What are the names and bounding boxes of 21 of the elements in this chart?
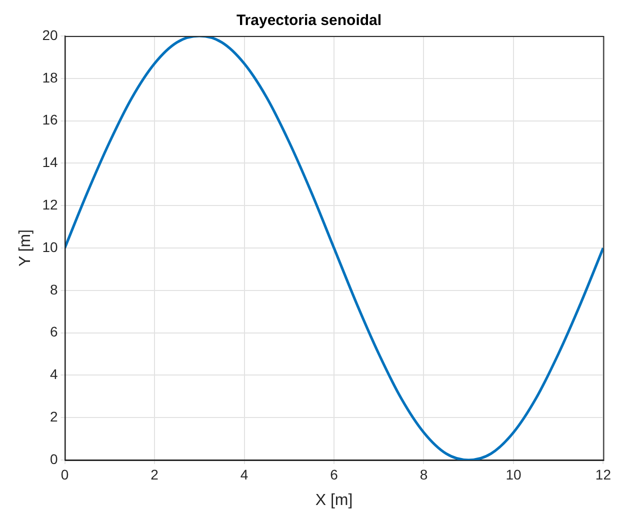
x-tick-label: 12	[595, 466, 612, 482]
x-tick-label: 0	[60, 466, 69, 482]
y-tick-label: 18	[42, 69, 58, 86]
y-tick-label: 10	[42, 238, 58, 255]
y-axis-title: Y [m]	[17, 229, 34, 267]
y-tick-label: 12	[42, 196, 58, 212]
chart-title: Trayectoria senoidal	[236, 12, 382, 30]
y-tick-label: 20	[42, 26, 58, 43]
y-tick-label: 14	[42, 154, 58, 170]
y-tick-label: 8	[50, 281, 58, 298]
x-tick-label: 10	[506, 466, 522, 482]
x-tick-label: 6	[330, 466, 338, 482]
x-axis-title: X [m]	[315, 492, 353, 509]
x-tick-label: 8	[420, 466, 428, 482]
y-tick-label: 4	[50, 366, 58, 382]
x-tick-label: 2	[150, 466, 159, 482]
y-tick-label: 16	[42, 112, 58, 128]
y-tick-label: 2	[50, 408, 58, 424]
x-tick-label: 4	[240, 466, 248, 482]
y-tick-label: 6	[50, 324, 58, 340]
y-tick-label: 0	[50, 450, 58, 467]
